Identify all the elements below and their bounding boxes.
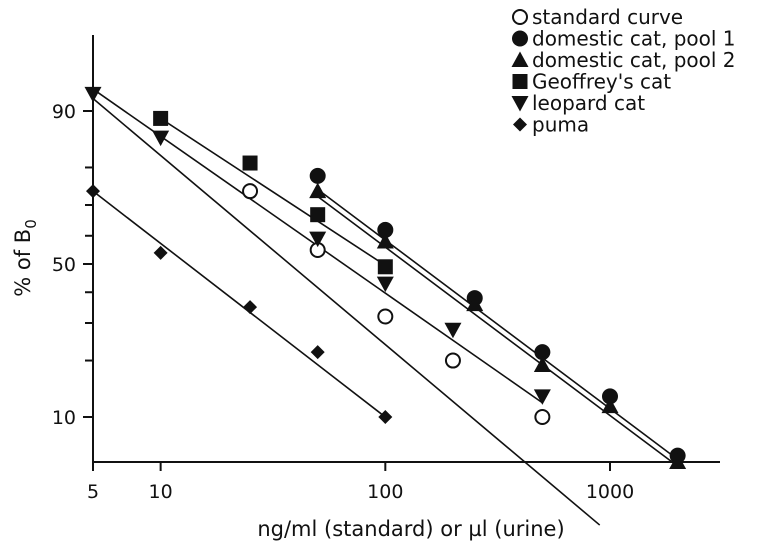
axes [92, 35, 720, 463]
point-standard-curve-2 [377, 308, 394, 325]
y-axis-label-subscript: 0 [22, 219, 40, 229]
y-tick-label-10: 10 [52, 407, 76, 429]
data-markers [84, 86, 687, 470]
point-leopard-cat-2 [309, 231, 327, 248]
fit-lines [92, 88, 679, 526]
legend-label-leopard-cat: leopard cat [532, 91, 645, 115]
point-puma-4 [378, 410, 393, 424]
point-geoffrey-s-cat-2 [310, 207, 326, 223]
point-domestic-cat-pool-1-1 [377, 221, 394, 238]
x-tick-label-5: 5 [87, 481, 99, 503]
y-tick-label-90: 90 [52, 101, 76, 123]
point-domestic-cat-pool-2-0 [309, 182, 327, 199]
legend-label-domestic-cat-pool-2: domestic cat, pool 2 [532, 48, 736, 72]
point-domestic-cat-pool-1-4 [602, 388, 618, 405]
point-domestic-cat-pool-2-5 [669, 453, 687, 470]
fit-line-geoffrey-s-cat [160, 117, 386, 267]
x-tick-label-1000: 1000 [586, 481, 634, 503]
point-geoffrey-s-cat-1 [242, 155, 258, 171]
fit-line-domestic-cat-pool-2 [317, 195, 679, 467]
legend-marker-geoffrey-s-cat [512, 74, 528, 89]
legend-label-puma: puma [532, 113, 589, 137]
point-domestic-cat-pool-2-4 [601, 397, 619, 414]
legend-label-standard-curve: standard curve [532, 5, 683, 29]
legend-label-domestic-cat-pool-1: domestic cat, pool 1 [532, 27, 736, 51]
legend-marker-puma [513, 117, 527, 132]
point-leopard-cat-3 [376, 276, 394, 293]
axis-ticks: 5 10 100 1000 10 50 90 [52, 101, 634, 503]
point-geoffrey-s-cat-3 [377, 259, 393, 275]
point-leopard-cat-4 [444, 322, 462, 339]
fit-line-domestic-cat-pool-1 [317, 188, 679, 461]
x-tick-label-100: 100 [367, 481, 403, 503]
y-axis-label: % of B0 [11, 219, 40, 297]
point-domestic-cat-pool-1-0 [309, 167, 326, 184]
point-domestic-cat-pool-2-3 [533, 356, 551, 372]
point-puma-1 [153, 245, 168, 260]
point-leopard-cat-5 [533, 389, 551, 405]
legend-marker-leopard-cat [511, 96, 529, 112]
fit-line-puma [92, 190, 386, 418]
x-tick-label-10: 10 [149, 481, 173, 503]
fit-line-standard-curve [92, 97, 601, 526]
point-domestic-cat-pool-2-1 [376, 233, 394, 249]
legend-marker-standard-curve [512, 9, 528, 25]
point-leopard-cat-0 [84, 86, 102, 103]
y-axis-label-main: % of B [11, 229, 35, 297]
point-puma-3 [310, 345, 325, 360]
point-geoffrey-s-cat-0 [153, 110, 169, 126]
point-puma-0 [86, 184, 100, 199]
point-puma-2 [243, 300, 258, 315]
point-domestic-cat-pool-2-2 [466, 295, 484, 312]
point-standard-curve-3 [444, 352, 461, 369]
y-tick-label-50: 50 [52, 254, 76, 276]
legend-label-geoffrey-s-cat: Geoffrey's cat [532, 70, 671, 94]
legend-marker-domestic-cat-pool-2 [511, 51, 529, 67]
point-standard-curve-4 [534, 409, 551, 425]
point-leopard-cat-1 [152, 130, 170, 147]
legend-marker-domestic-cat-pool-1 [512, 30, 528, 47]
x-axis-label: ng/ml (standard) or µl (urine) [257, 517, 564, 541]
point-standard-curve-0 [242, 183, 259, 200]
point-domestic-cat-pool-1-3 [534, 344, 551, 361]
